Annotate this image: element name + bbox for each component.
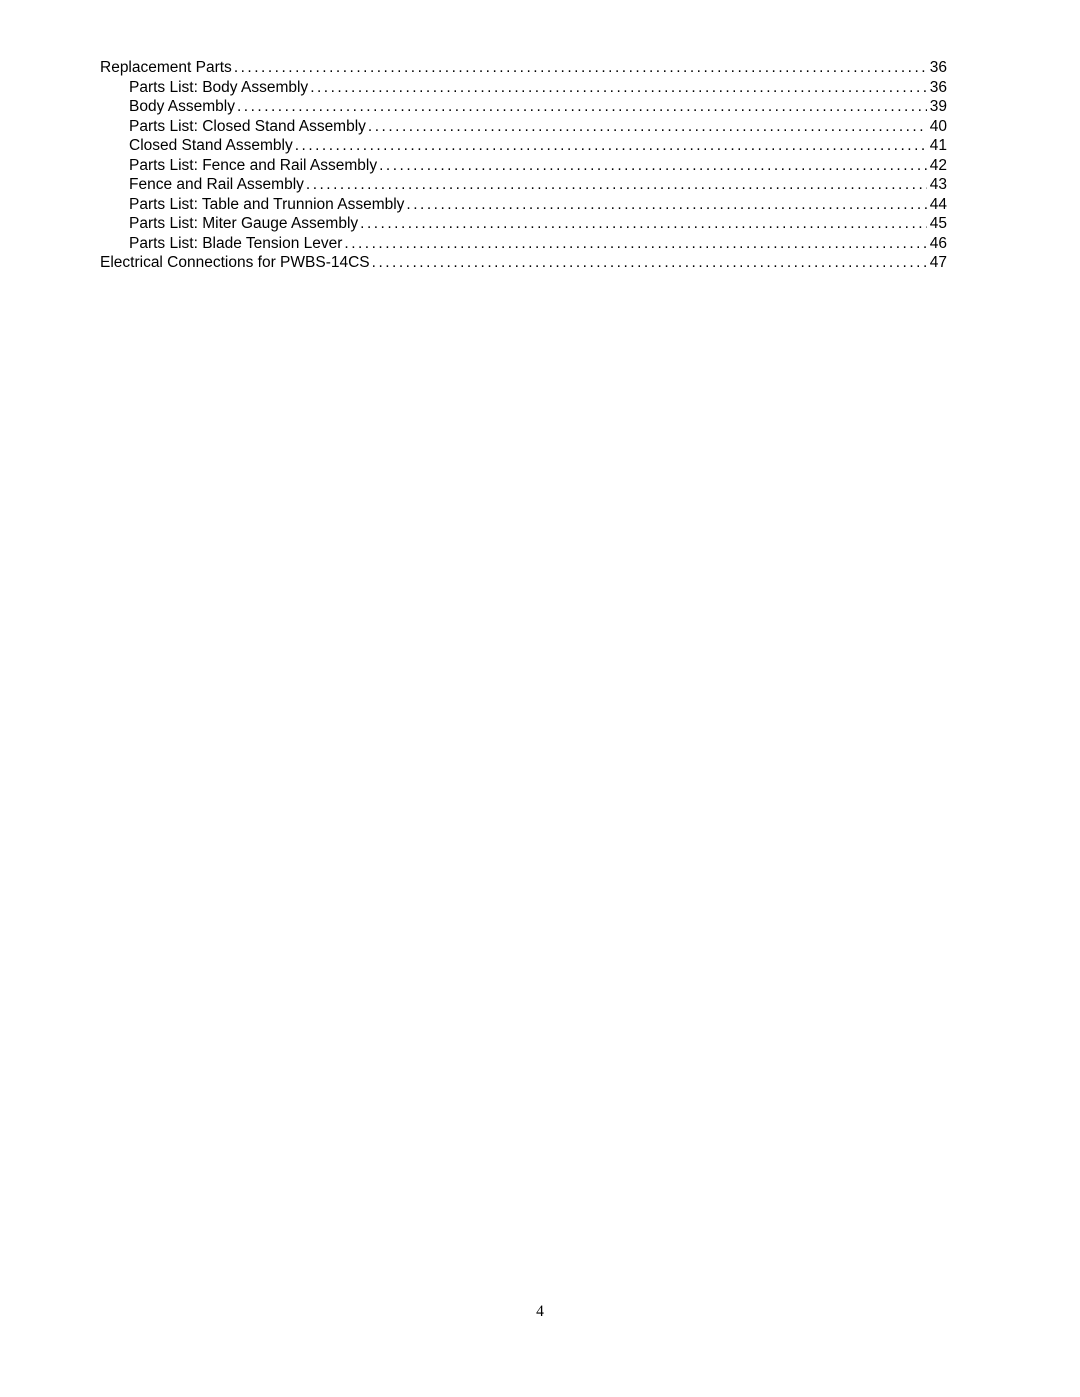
toc-entry-title: Parts List: Body Assembly <box>129 78 308 98</box>
toc-entry-page: 39 <box>930 97 947 117</box>
toc-entry: Body Assembly 39 <box>129 97 947 117</box>
toc-entry-page: 47 <box>930 253 947 273</box>
toc-entry-title: Body Assembly <box>129 97 235 117</box>
toc-leader-dots <box>406 195 926 215</box>
toc-entry-title: Parts List: Miter Gauge Assembly <box>129 214 358 234</box>
page-content: Replacement Parts 36 Parts List: Body As… <box>0 0 1080 273</box>
toc-entry-page: 36 <box>930 58 947 78</box>
toc-leader-dots <box>379 156 927 176</box>
toc-leader-dots <box>372 253 927 273</box>
toc-entry: Parts List: Miter Gauge Assembly 45 <box>129 214 947 234</box>
toc-entry-title: Parts List: Table and Trunnion Assembly <box>129 195 404 215</box>
page-number: 4 <box>0 1303 1080 1321</box>
toc-leader-dots <box>310 78 927 98</box>
toc-entry-title: Closed Stand Assembly <box>129 136 293 156</box>
toc-leader-dots <box>368 117 927 137</box>
toc-leader-dots <box>360 214 927 234</box>
toc-entry-page: 41 <box>930 136 947 156</box>
toc-entry-page: 42 <box>930 156 947 176</box>
toc-entry: Parts List: Fence and Rail Assembly 42 <box>129 156 947 176</box>
toc-entry: Fence and Rail Assembly 43 <box>129 175 947 195</box>
toc-entry-title: Parts List: Closed Stand Assembly <box>129 117 366 137</box>
toc-entry: Parts List: Blade Tension Lever 46 <box>129 234 947 254</box>
toc-entry-title: Parts List: Fence and Rail Assembly <box>129 156 377 176</box>
toc-entry-title: Parts List: Blade Tension Lever <box>129 234 342 254</box>
toc-entry-title: Fence and Rail Assembly <box>129 175 304 195</box>
toc-entry-page: 45 <box>930 214 947 234</box>
toc-entry-page: 36 <box>930 78 947 98</box>
toc-entry-page: 46 <box>930 234 947 254</box>
toc-entry: Replacement Parts 36 <box>100 58 947 78</box>
table-of-contents: Replacement Parts 36 Parts List: Body As… <box>100 58 947 273</box>
toc-entry-title: Electrical Connections for PWBS-14CS <box>100 253 370 273</box>
toc-entry-page: 40 <box>930 117 947 137</box>
toc-entry-page: 43 <box>930 175 947 195</box>
toc-entry: Closed Stand Assembly 41 <box>129 136 947 156</box>
toc-entry-page: 44 <box>930 195 947 215</box>
toc-leader-dots <box>344 234 926 254</box>
toc-leader-dots <box>237 97 927 117</box>
toc-leader-dots <box>295 136 927 156</box>
toc-entry-title: Replacement Parts <box>100 58 232 78</box>
toc-leader-dots <box>234 58 927 78</box>
toc-entry: Parts List: Body Assembly 36 <box>129 78 947 98</box>
toc-entry: Parts List: Table and Trunnion Assembly … <box>129 195 947 215</box>
toc-entry: Parts List: Closed Stand Assembly 40 <box>129 117 947 137</box>
toc-leader-dots <box>306 175 927 195</box>
toc-entry: Electrical Connections for PWBS-14CS 47 <box>100 253 947 273</box>
